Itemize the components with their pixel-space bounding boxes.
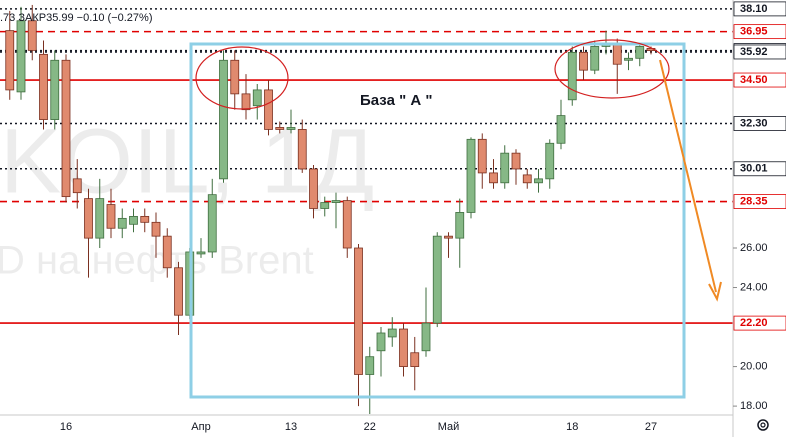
candle-body bbox=[275, 127, 285, 130]
x-tick-label: 18 bbox=[566, 421, 578, 433]
candle-body bbox=[354, 247, 363, 375]
candle-body bbox=[129, 215, 138, 225]
candle-body bbox=[207, 194, 217, 253]
price-level-label-box bbox=[733, 72, 786, 88]
candle-body bbox=[151, 221, 161, 237]
ohlc-header: .73 ЗАКР35.99 −0.10 (−0.27%) bbox=[0, 12, 153, 24]
price-level-label: 38.10 bbox=[740, 3, 768, 15]
candle-body bbox=[590, 46, 600, 71]
candle-body bbox=[162, 235, 172, 269]
candle-body bbox=[522, 174, 532, 184]
candle-body bbox=[117, 217, 127, 229]
candle-body bbox=[477, 138, 487, 174]
candle-body bbox=[219, 59, 228, 180]
candle-body bbox=[421, 322, 431, 352]
price-level-label: 22.20 bbox=[740, 317, 768, 329]
candle-body bbox=[140, 215, 150, 223]
candle-body bbox=[635, 46, 645, 59]
candle-body bbox=[466, 138, 476, 213]
x-tick-label: Май bbox=[438, 421, 460, 433]
y-tick-label: 24.00 bbox=[740, 281, 768, 293]
candle-body bbox=[545, 142, 555, 180]
price-level-label-box bbox=[733, 1, 786, 17]
price-level-label-box bbox=[733, 194, 786, 209]
candle-body bbox=[365, 356, 375, 375]
price-level-label: 32.30 bbox=[740, 117, 768, 129]
candle-body bbox=[106, 204, 116, 229]
y-tick-label: 20.00 bbox=[740, 360, 768, 372]
candle-body bbox=[534, 178, 543, 184]
candle-body bbox=[612, 44, 622, 65]
forecast-arrow bbox=[659, 59, 717, 293]
y-tick-label: 18.00 bbox=[740, 400, 768, 412]
y-tick-label: 26.00 bbox=[740, 242, 768, 254]
candle-body bbox=[50, 59, 60, 120]
base-rectangle bbox=[189, 42, 686, 399]
arrow-head bbox=[708, 281, 722, 302]
x-tick-label: Апр bbox=[191, 421, 210, 433]
candle-body bbox=[27, 20, 37, 51]
candle-body bbox=[5, 30, 15, 91]
watermark: D на нефть Brent bbox=[0, 239, 314, 283]
candle-body bbox=[309, 168, 318, 209]
annotation: База " А " bbox=[360, 92, 432, 109]
axes: 18.0020.0024.0026.0038.1036.9535.9935.92… bbox=[60, 1, 786, 433]
price-level-label-box bbox=[733, 24, 786, 40]
candle-body bbox=[399, 328, 408, 367]
watermark: KOIL, 1Д bbox=[0, 110, 374, 212]
candle-body bbox=[444, 235, 453, 239]
candle-body bbox=[39, 53, 48, 120]
x-tick-label: 27 bbox=[645, 421, 657, 433]
candle-body bbox=[72, 178, 82, 194]
candle-body bbox=[320, 202, 330, 209]
candle-body bbox=[556, 115, 566, 144]
candle-body bbox=[331, 200, 341, 203]
candle-body bbox=[432, 235, 442, 324]
highlight-ellipse bbox=[554, 39, 670, 99]
candle-body bbox=[264, 89, 273, 130]
candle-body bbox=[511, 152, 521, 170]
candle-body bbox=[579, 51, 588, 71]
price-level-label: 28.35 bbox=[740, 195, 768, 207]
price-level-label: 35.92 bbox=[740, 46, 768, 58]
candle-body bbox=[230, 59, 240, 95]
candle-body bbox=[297, 129, 307, 170]
candle-body bbox=[410, 352, 420, 367]
price-level-label-box bbox=[733, 116, 786, 131]
candle-body bbox=[95, 198, 105, 239]
candle-body bbox=[61, 59, 71, 198]
x-tick-label: 13 bbox=[285, 421, 297, 433]
candle-body bbox=[376, 332, 386, 352]
candle-body bbox=[455, 212, 465, 239]
price-level-label: 34.50 bbox=[740, 74, 768, 86]
price-level-label-box bbox=[733, 44, 786, 60]
price-level-label-box bbox=[733, 161, 786, 177]
candle-body bbox=[16, 20, 26, 93]
candle-body bbox=[489, 172, 498, 184]
x-tick-label: 16 bbox=[60, 421, 72, 433]
candle-body bbox=[500, 152, 510, 184]
highlight-ellipse bbox=[195, 46, 289, 110]
x-tick-label: 22 bbox=[364, 421, 376, 433]
candle-body bbox=[174, 267, 183, 316]
candle-body bbox=[624, 57, 633, 61]
candle-body bbox=[286, 127, 296, 130]
candle-body bbox=[196, 251, 206, 255]
candle-body bbox=[252, 89, 262, 107]
candle-body bbox=[567, 51, 577, 101]
price-level-label-box bbox=[733, 315, 786, 331]
candle-body bbox=[342, 200, 352, 249]
settings-icon[interactable] bbox=[757, 419, 769, 431]
candle-body bbox=[241, 93, 251, 111]
candle-body bbox=[387, 328, 397, 338]
price-level-label: 36.95 bbox=[740, 26, 768, 38]
candle-body bbox=[84, 198, 93, 239]
price-level-label: 30.01 bbox=[740, 163, 768, 175]
